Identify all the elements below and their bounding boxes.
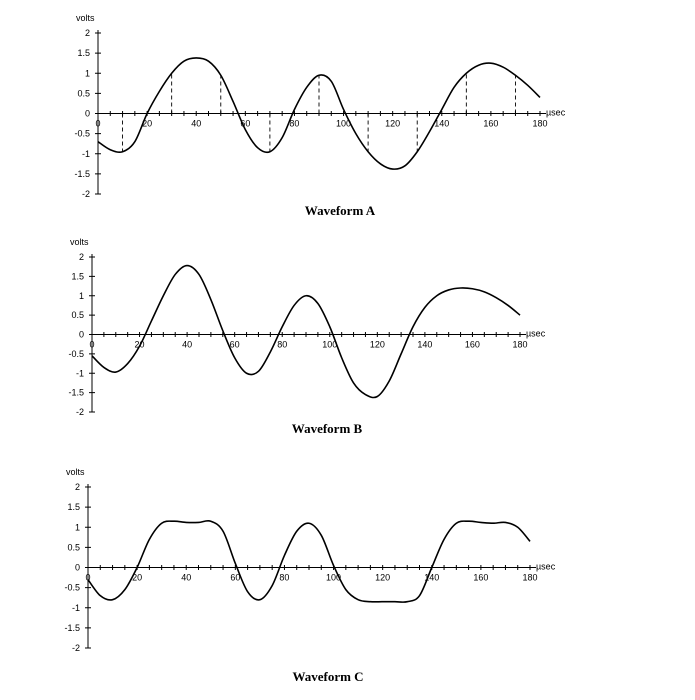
y-tick-label-c: -1: [72, 603, 80, 613]
x-tick-label-b: 0: [89, 340, 94, 350]
y-tick-label-a: 1.5: [77, 48, 90, 58]
y-axis-label-b: volts: [70, 237, 89, 247]
y-tick-label-c: 2: [75, 482, 80, 492]
x-tick-label-a: 80: [289, 119, 299, 129]
y-tick-label-a: 1: [85, 68, 90, 78]
y-tick-label-a: 0: [85, 109, 90, 119]
y-tick-label-c: -2: [72, 643, 80, 653]
y-tick-label-a: 0.5: [77, 88, 90, 98]
y-tick-label-a: -1: [82, 149, 90, 159]
y-tick-label-c: 1.5: [67, 502, 80, 512]
x-tick-label-a: 120: [385, 119, 400, 129]
y-tick-label-b: 0: [79, 330, 84, 340]
x-axis-unit-a: µsec: [546, 108, 566, 118]
y-tick-label-c: 0: [75, 563, 80, 573]
y-axis-label-c: volts: [66, 467, 85, 477]
x-tick-label-b: 140: [417, 340, 432, 350]
x-tick-label-a: 60: [240, 119, 250, 129]
x-tick-label-c: 0: [85, 573, 90, 583]
y-tick-label-b: 2: [79, 252, 84, 262]
x-tick-label-a: 0: [95, 119, 100, 129]
x-tick-label-a: 180: [532, 119, 547, 129]
y-tick-label-c: 1: [75, 522, 80, 532]
y-tick-label-b: -1: [76, 368, 84, 378]
x-tick-label-c: 180: [522, 573, 537, 583]
y-tick-label-c: 0.5: [67, 542, 80, 552]
y-tick-label-a: 2: [85, 28, 90, 38]
y-tick-label-c: -0.5: [64, 583, 80, 593]
y-tick-label-b: 1: [79, 291, 84, 301]
x-tick-label-c: 80: [279, 573, 289, 583]
chart-title-c: Waveform C: [292, 669, 363, 684]
x-axis-unit-b: µsec: [526, 329, 546, 339]
x-tick-label-b: 100: [322, 340, 337, 350]
x-tick-label-c: 120: [375, 573, 390, 583]
x-tick-label-b: 40: [182, 340, 192, 350]
waveform-line-a: [97, 57, 541, 170]
chart-title-a: Waveform A: [305, 203, 376, 218]
x-tick-label-a: 40: [191, 119, 201, 129]
waveform-line-c: [87, 519, 531, 603]
x-tick-label-c: 160: [473, 573, 488, 583]
x-tick-label-b: 160: [465, 340, 480, 350]
x-tick-label-a: 160: [483, 119, 498, 129]
x-tick-label-a: 100: [336, 119, 351, 129]
y-tick-label-a: -2: [82, 189, 90, 199]
x-tick-label-c: 100: [326, 573, 341, 583]
y-tick-label-a: -1.5: [74, 169, 90, 179]
x-tick-label-c: 20: [132, 573, 142, 583]
chart-title-b: Waveform B: [292, 421, 363, 436]
x-tick-label-b: 60: [230, 340, 240, 350]
y-tick-label-c: -1.5: [64, 623, 80, 633]
y-tick-label-a: -0.5: [74, 129, 90, 139]
x-tick-label-c: 60: [230, 573, 240, 583]
x-tick-label-c: 40: [181, 573, 191, 583]
x-tick-label-c: 140: [424, 573, 439, 583]
y-tick-label-b: -0.5: [68, 349, 84, 359]
x-axis-unit-c: µsec: [536, 562, 556, 572]
y-axis-label-a: volts: [76, 13, 95, 23]
y-tick-label-b: 0.5: [71, 310, 84, 320]
x-tick-label-b: 80: [277, 340, 287, 350]
x-tick-label-b: 120: [370, 340, 385, 350]
x-tick-label-a: 20: [142, 119, 152, 129]
y-tick-label-b: 1.5: [71, 271, 84, 281]
x-tick-label-a: 140: [434, 119, 449, 129]
y-tick-label-b: -2: [76, 407, 84, 417]
y-tick-label-b: -1.5: [68, 388, 84, 398]
waveform-line-b: [91, 264, 521, 399]
x-tick-label-b: 180: [512, 340, 527, 350]
